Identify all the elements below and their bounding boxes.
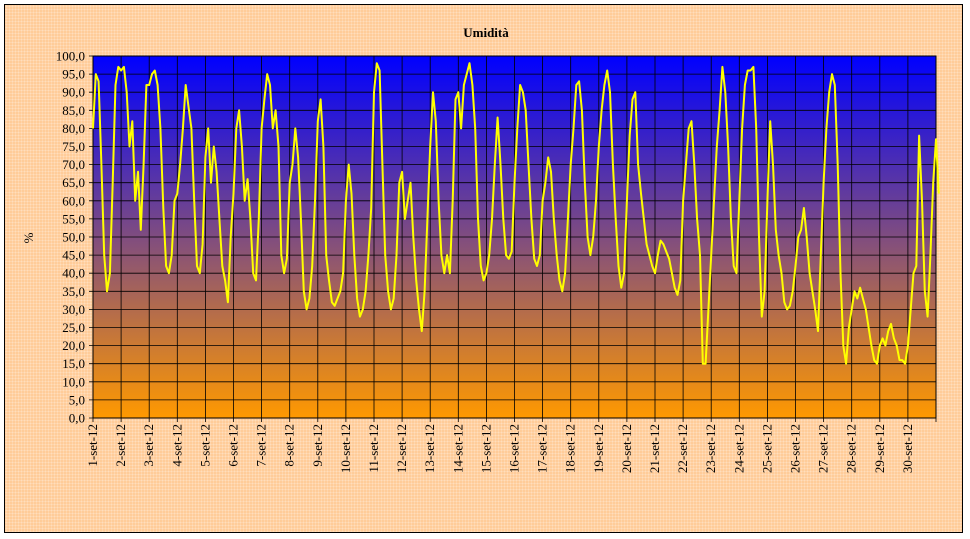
y-tick-label: 90,0	[62, 85, 85, 100]
x-tick-label: 5-set-12	[197, 424, 212, 467]
x-tick-label: 21-set-12	[647, 424, 662, 473]
x-tick-label: 15-set-12	[478, 424, 493, 473]
y-tick-label: 5,0	[69, 392, 85, 407]
x-tick-label: 1-set-12	[85, 424, 100, 467]
y-tick-label: 65,0	[62, 175, 85, 190]
x-tick-label: 23-set-12	[703, 424, 718, 473]
y-tick-label: 0,0	[69, 411, 85, 426]
chart-title: Umidità	[463, 25, 509, 40]
x-tick-label: 14-set-12	[450, 424, 465, 473]
x-tick-label: 26-set-12	[788, 424, 803, 473]
x-tick-label: 13-set-12	[422, 424, 437, 473]
y-tick-label: 60,0	[62, 193, 85, 208]
y-tick-label: 55,0	[62, 211, 85, 226]
plot-border	[92, 55, 937, 419]
y-tick-label: 10,0	[62, 374, 85, 389]
x-tick-label: 30-set-12	[900, 424, 915, 473]
x-tick-label: 3-set-12	[141, 424, 156, 467]
x-tick-label: 17-set-12	[535, 424, 550, 473]
x-tick-label: 8-set-12	[282, 424, 297, 467]
y-tick-label: 85,0	[62, 103, 85, 118]
x-tick-label: 27-set-12	[816, 424, 831, 473]
y-tick-label: 75,0	[62, 139, 85, 154]
y-tick-label: 45,0	[62, 248, 85, 263]
x-tick-label: 12-set-12	[394, 424, 409, 473]
y-tick-label: 35,0	[62, 284, 85, 299]
y-tick-label: 15,0	[62, 356, 85, 371]
x-tick-label: 25-set-12	[759, 424, 774, 473]
y-tick-label: 95,0	[62, 67, 85, 82]
x-axis-ticks: 1-set-12 2-set-12 3-set-12 4-set-12 5-set-12…	[85, 424, 915, 473]
x-tick-label: 24-set-12	[731, 424, 746, 473]
x-tick-label: 2-set-12	[113, 424, 128, 467]
y-tick-label: 20,0	[62, 338, 85, 353]
x-tick-label: 9-set-12	[310, 424, 325, 467]
x-tick-label: 20-set-12	[619, 424, 634, 473]
x-tick-label: 22-set-12	[675, 424, 690, 473]
x-tick-label: 10-set-12	[338, 424, 353, 473]
y-axis-ticks: 0,0 5,0 10,0 15,0 20,0 25,0 30,0 35,0 40,0 45,0 50…	[56, 49, 85, 426]
y-tick-label: 50,0	[62, 230, 85, 245]
x-tick-label: 11-set-12	[366, 424, 381, 473]
y-tick-label: 80,0	[62, 121, 85, 136]
x-tick-label: 4-set-12	[169, 424, 184, 467]
x-tick-label: 6-set-12	[226, 424, 241, 467]
series-line	[92, 62, 940, 365]
x-tick-label: 18-set-12	[563, 424, 578, 473]
y-tick-label: 70,0	[62, 157, 85, 172]
x-tick-label: 7-set-12	[254, 424, 269, 467]
y-tick-label: 25,0	[62, 320, 85, 335]
x-tick-label: 28-set-12	[844, 424, 859, 473]
y-tick-label: 100,0	[56, 49, 85, 64]
y-tick-label: 30,0	[62, 302, 85, 317]
y-axis-label: %	[21, 232, 36, 243]
x-tick-label: 16-set-12	[507, 424, 522, 473]
y-tick-label: 40,0	[62, 266, 85, 281]
grid-lines	[89, 55, 937, 422]
x-tick-label: 29-set-12	[872, 424, 887, 473]
x-tick-label: 19-set-12	[591, 424, 606, 473]
